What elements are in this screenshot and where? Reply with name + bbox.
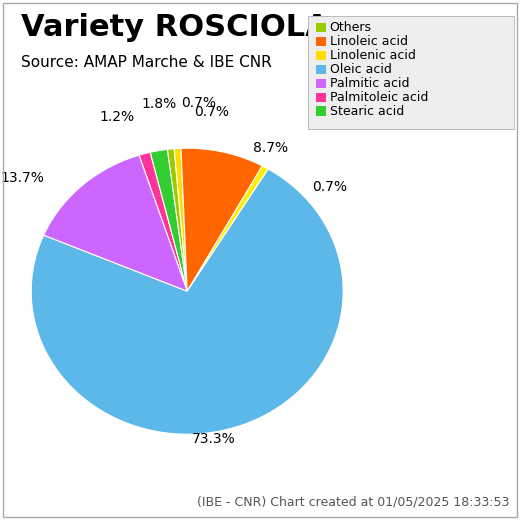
FancyBboxPatch shape [316, 107, 326, 116]
Polygon shape [31, 169, 343, 434]
Text: Linolenic acid: Linolenic acid [330, 49, 415, 62]
FancyBboxPatch shape [316, 79, 326, 88]
Polygon shape [44, 155, 187, 291]
Text: 1.2%: 1.2% [100, 110, 135, 124]
FancyBboxPatch shape [316, 93, 326, 102]
Text: (IBE - CNR) Chart created at 01/05/2025 18:33:53: (IBE - CNR) Chart created at 01/05/2025 … [197, 496, 510, 509]
Text: 13.7%: 13.7% [1, 171, 44, 185]
Text: Source: AMAP Marche & IBE CNR: Source: AMAP Marche & IBE CNR [21, 55, 271, 70]
Polygon shape [167, 149, 187, 291]
Text: 0.7%: 0.7% [312, 180, 347, 194]
Text: Linoleic acid: Linoleic acid [330, 35, 408, 48]
Text: Oleic acid: Oleic acid [330, 63, 392, 76]
Text: Palmitic acid: Palmitic acid [330, 77, 409, 90]
FancyBboxPatch shape [316, 37, 326, 46]
Text: 0.7%: 0.7% [181, 96, 216, 110]
Text: 73.3%: 73.3% [191, 432, 236, 446]
Polygon shape [174, 148, 187, 291]
FancyBboxPatch shape [308, 16, 514, 129]
Text: 1.8%: 1.8% [141, 97, 176, 111]
Text: Stearic acid: Stearic acid [330, 105, 404, 118]
FancyBboxPatch shape [316, 23, 326, 32]
FancyBboxPatch shape [316, 64, 326, 74]
Text: Others: Others [330, 21, 372, 34]
Text: Palmitoleic acid: Palmitoleic acid [330, 90, 428, 104]
Text: Variety ROSCIOLA: Variety ROSCIOLA [21, 13, 329, 42]
Polygon shape [139, 152, 187, 291]
Polygon shape [181, 148, 262, 291]
Polygon shape [187, 166, 268, 291]
Polygon shape [150, 149, 187, 291]
Text: 8.7%: 8.7% [253, 141, 289, 155]
FancyBboxPatch shape [316, 51, 326, 60]
Text: 0.7%: 0.7% [194, 105, 229, 119]
